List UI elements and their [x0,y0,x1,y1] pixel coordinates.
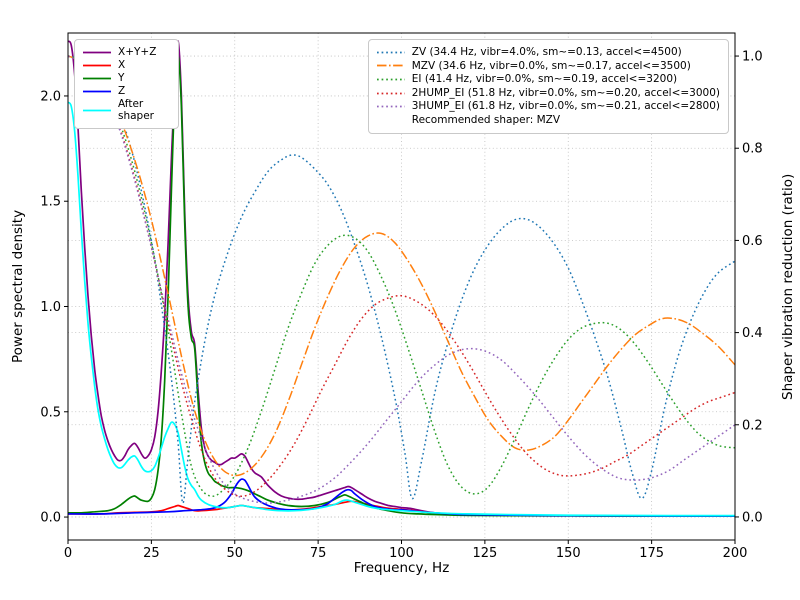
x-tick-label: 100 [389,546,414,561]
y-right-tick-label: 0.6 [742,234,763,249]
legend-entry-x: X [82,59,170,71]
y-right-tick-label: 0.2 [742,418,763,433]
legend-entry-label: Z [118,85,126,98]
legend-entry-after-shaper: After shaper [82,98,170,122]
x-tick-label: 175 [639,546,664,561]
legend-entry-ei: EI (41.4 Hz, vibr=0.0%, sm~=0.19, accel<… [376,73,720,86]
psd-series-group [68,40,735,518]
x-tick-label: 75 [310,546,327,561]
series-after-shaper [68,101,735,517]
y-left-tick-label: 1.0 [40,300,61,315]
series-3hump_ei [68,55,735,504]
x-tick-label: 25 [143,546,160,561]
series-zv [68,55,735,504]
legend-entry-mzv: MZV (34.6 Hz, vibr=0.0%, sm~=0.17, accel… [376,60,720,73]
tick-marks [64,55,739,544]
y-right-tick-label: 0.0 [742,510,763,525]
legend-entry-label: X+Y+Z [118,46,157,58]
legend-entry-label: After shaper [118,98,155,123]
legend-entry-label: ZV (34.4 Hz, vibr=4.0%, sm~=0.13, accel<… [411,46,682,58]
legend-line-swatch [83,77,111,80]
legend-footer-label: Recommended shaper: MZV [411,113,561,126]
y-left-tick-label: 0.0 [40,511,61,526]
legend-entry-3hump_ei: 3HUMP_EI (61.8 Hz, vibr=0.0%, sm~=0.21, … [376,100,720,113]
series-y [68,55,735,518]
legend-line-swatch [83,109,111,112]
x-axis-label: Frequency, Hz [353,560,450,576]
legend-entry-2hump_ei: 2HUMP_EI (51.8 Hz, vibr=0.0%, sm~=0.20, … [376,87,720,100]
shaper-series-group [68,55,735,504]
series-ei [68,55,735,498]
right-axis-label: Shaper vibration reduction (ratio) [780,173,796,400]
legend-entry-x+y+z: X+Y+Z [82,46,170,58]
legend-shapers: ZV (34.4 Hz, vibr=4.0%, sm~=0.13, accel<… [367,39,729,134]
legend-line-swatch [376,51,405,54]
y-left-tick-label: 2.0 [40,89,61,104]
x-tick-label: 150 [556,546,581,561]
tick-labels: 0 25 50 75 100 125 150 175 200 0.0 0.5 1.0 1.5 2.0 0.0… [40,50,762,561]
legend-line-swatch [83,64,111,66]
legend-line-swatch [83,90,111,93]
legend-line-swatch [376,105,405,108]
x-tick-label: 125 [472,546,497,561]
legend-entry-label: X [118,59,126,72]
y-left-tick-label: 1.5 [40,195,61,210]
legend-entry-label: 2HUMP_EI (51.8 Hz, vibr=0.0%, sm~=0.20, … [411,86,720,99]
legend-entry-label: EI (41.4 Hz, vibr=0.0%, sm~=0.19, accel<… [411,73,678,86]
x-tick-label: 200 [723,546,748,561]
legend-entry-y: Y [82,72,170,84]
legend-entry-z: Z [82,85,170,97]
legend-line-swatch [376,92,405,94]
legend-line-swatch [83,51,111,53]
legend-entry-label: Y [118,72,125,85]
legend-recommended-shaper: Recommended shaper: MZV [376,114,720,127]
y-right-tick-label: 0.8 [742,142,763,157]
left-axis-label: Power spectral density [10,209,26,364]
legend-entry-label: MZV (34.6 Hz, vibr=0.0%, sm~=0.17, accel… [411,59,691,72]
y-right-tick-label: 1.0 [742,50,763,65]
x-tick-label: 50 [226,546,243,561]
legend-line-swatch [376,64,405,67]
series-2hump_ei [68,55,735,497]
legend-entry-label: 3HUMP_EI (61.8 Hz, vibr=0.0%, sm~=0.21, … [411,100,720,113]
legend-entry-zv: ZV (34.4 Hz, vibr=4.0%, sm~=0.13, accel<… [376,46,720,59]
y-left-tick-label: 0.5 [40,405,61,420]
legend-line-swatch [376,78,405,81]
legend-psd: X+Y+Z X Y Z After shaper [74,39,179,130]
series-x+y+z [68,40,735,518]
series-mzv [68,55,735,477]
x-tick-label: 0 [64,546,72,561]
y-right-tick-label: 0.4 [742,326,763,341]
